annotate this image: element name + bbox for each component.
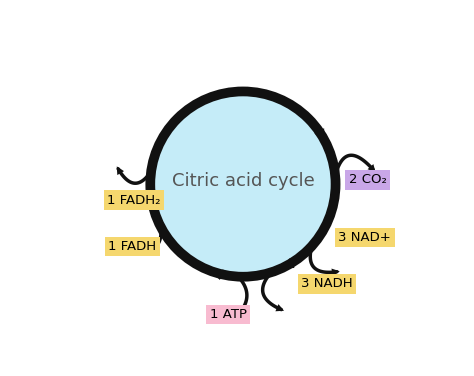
Text: 1 FADH: 1 FADH [108,240,156,253]
Text: 2 CO₂: 2 CO₂ [348,173,386,186]
Text: 1 FADH₂: 1 FADH₂ [107,194,160,206]
Text: 3 NAD+: 3 NAD+ [338,231,391,244]
Text: Citric acid cycle: Citric acid cycle [172,172,314,190]
Text: 3 NADH: 3 NADH [301,277,353,291]
Circle shape [150,91,336,277]
Text: 1 ATP: 1 ATP [210,308,246,321]
